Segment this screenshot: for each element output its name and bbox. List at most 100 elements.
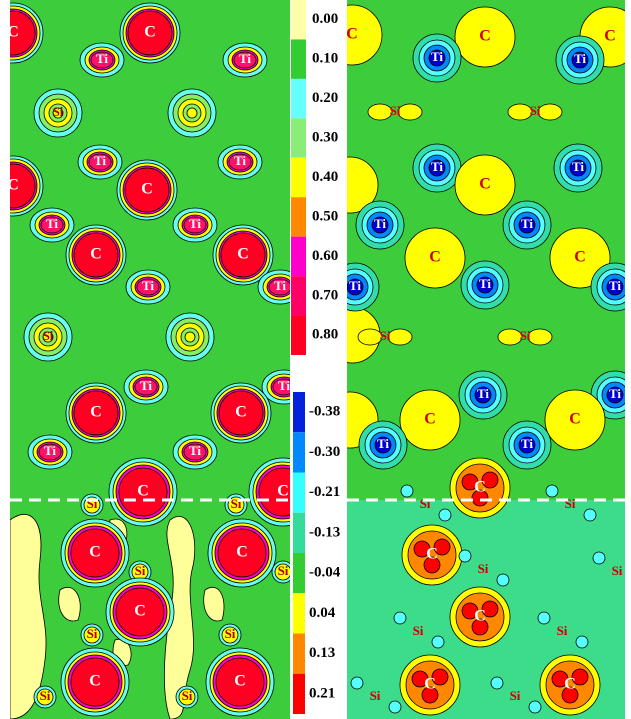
contour: [433, 538, 451, 556]
contour: [347, 156, 379, 214]
atom-label: Ti: [574, 51, 586, 66]
colorbar-swatch: [293, 432, 305, 473]
atom-label: Ti: [374, 216, 386, 231]
contour: [357, 328, 383, 346]
contour: [215, 657, 265, 707]
atom-label: Ti: [278, 378, 290, 393]
atom-label: C: [346, 26, 358, 43]
contour: [90, 51, 114, 69]
contour: [561, 686, 579, 704]
contour: [496, 573, 510, 587]
colorbar-label: -0.38: [309, 404, 340, 420]
contour: [606, 386, 624, 404]
contour: [404, 227, 466, 289]
contour: [551, 670, 569, 688]
atom-label: Ti: [431, 159, 443, 174]
atom-label: C: [89, 544, 101, 561]
contour: [221, 626, 239, 644]
contour: [399, 389, 461, 451]
contour: [428, 49, 446, 67]
contour: [178, 688, 196, 706]
colorbar-label: 0.40: [312, 169, 338, 185]
colorbar-swatch: [291, 276, 306, 316]
atom-label: C: [90, 246, 102, 263]
atom-label: Ti: [189, 216, 201, 231]
contour: [118, 467, 168, 517]
colorbar-swatch: [291, 0, 306, 40]
atom-label: Si: [135, 563, 146, 578]
colorbar-swatch: [293, 392, 305, 433]
colorbar-swatch: [291, 78, 306, 119]
contour: [83, 626, 101, 644]
colorbar-swatch: [293, 512, 305, 553]
atom-label: Si: [87, 626, 98, 641]
atom-label: Si: [413, 623, 424, 638]
contour: [461, 473, 479, 491]
colorbar-label: 0.20: [312, 90, 338, 106]
contour: [367, 103, 393, 121]
contour: [431, 668, 449, 686]
atom-label: C: [426, 546, 438, 563]
contour: [42, 331, 54, 343]
atom-label: C: [7, 177, 19, 194]
atom-label: C: [134, 603, 146, 620]
atom-label: C: [277, 483, 289, 500]
contour: [73, 390, 119, 436]
atom-label: C: [89, 673, 101, 690]
contour: [527, 328, 553, 346]
atom-label: Si: [612, 563, 623, 578]
right-map: C C C Ti Ti Si Si Ti Ti C Ti Ti C C Ti Ti Ti Si Si Ti Ti C C Ti…: [346, 0, 625, 719]
colorbar-label: 0.70: [312, 287, 338, 303]
contour: [423, 556, 441, 574]
colorbar-swatch: [291, 157, 306, 198]
colorbar-label: 0.10: [312, 51, 338, 67]
contour: [274, 563, 290, 581]
atom-label: Si: [53, 104, 64, 119]
contour: [537, 103, 563, 121]
contour: [569, 159, 587, 177]
contour: [571, 51, 589, 69]
contour: [461, 602, 479, 620]
contour: [606, 278, 624, 296]
atom-label: Si: [225, 626, 236, 641]
colorbar-label: 0.80: [312, 327, 338, 343]
contour: [38, 443, 62, 461]
contour: [258, 467, 290, 517]
colorbar-swatch: [293, 673, 305, 714]
colorbar-label: -0.30: [309, 444, 340, 460]
colorbar-label: 0.21: [309, 685, 335, 701]
atom-label: Si: [182, 688, 193, 703]
contour: [36, 688, 54, 706]
contour: [186, 107, 198, 119]
contour: [549, 227, 611, 289]
colorbar-label: 0.60: [312, 248, 338, 264]
atom-label: Si: [520, 328, 531, 343]
contour: [528, 700, 542, 714]
atom-label: C: [604, 28, 616, 45]
atom-label: Si: [370, 688, 381, 703]
atom-label: C: [424, 676, 436, 693]
colorbar-label: -0.21: [309, 484, 340, 500]
colorbar-swatch: [291, 39, 306, 79]
contour: [537, 611, 551, 625]
atom-label: Si: [510, 688, 521, 703]
colorbar-label: -0.13: [309, 524, 340, 540]
contour: [134, 378, 158, 396]
contour: [476, 276, 494, 294]
contour: [10, 10, 36, 56]
contour: [374, 436, 392, 454]
contour: [575, 635, 589, 649]
colorbar-swatch: [293, 593, 305, 634]
atom-label: C: [479, 176, 491, 193]
contour: [481, 600, 499, 618]
colorbar-swatch: [291, 197, 306, 237]
contour: [490, 676, 504, 690]
colorbar-swatch: [293, 472, 305, 513]
contour: [497, 328, 523, 346]
atom-label: Ti: [521, 436, 533, 451]
contour: [571, 668, 589, 686]
colorbar-swatch: [293, 553, 305, 594]
contour: [518, 436, 536, 454]
contour: [387, 328, 413, 346]
contour: [431, 635, 445, 649]
